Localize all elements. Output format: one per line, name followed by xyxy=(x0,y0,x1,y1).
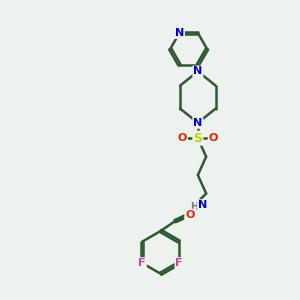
Text: N: N xyxy=(193,66,203,76)
Text: F: F xyxy=(138,258,146,268)
Text: N: N xyxy=(198,200,207,210)
Text: N: N xyxy=(193,118,203,128)
Text: O: O xyxy=(208,133,218,143)
Text: S: S xyxy=(194,132,202,145)
Text: N: N xyxy=(175,28,184,38)
Text: H: H xyxy=(190,202,199,212)
Text: O: O xyxy=(185,210,194,220)
Text: O: O xyxy=(178,133,187,143)
Text: F: F xyxy=(176,258,183,268)
